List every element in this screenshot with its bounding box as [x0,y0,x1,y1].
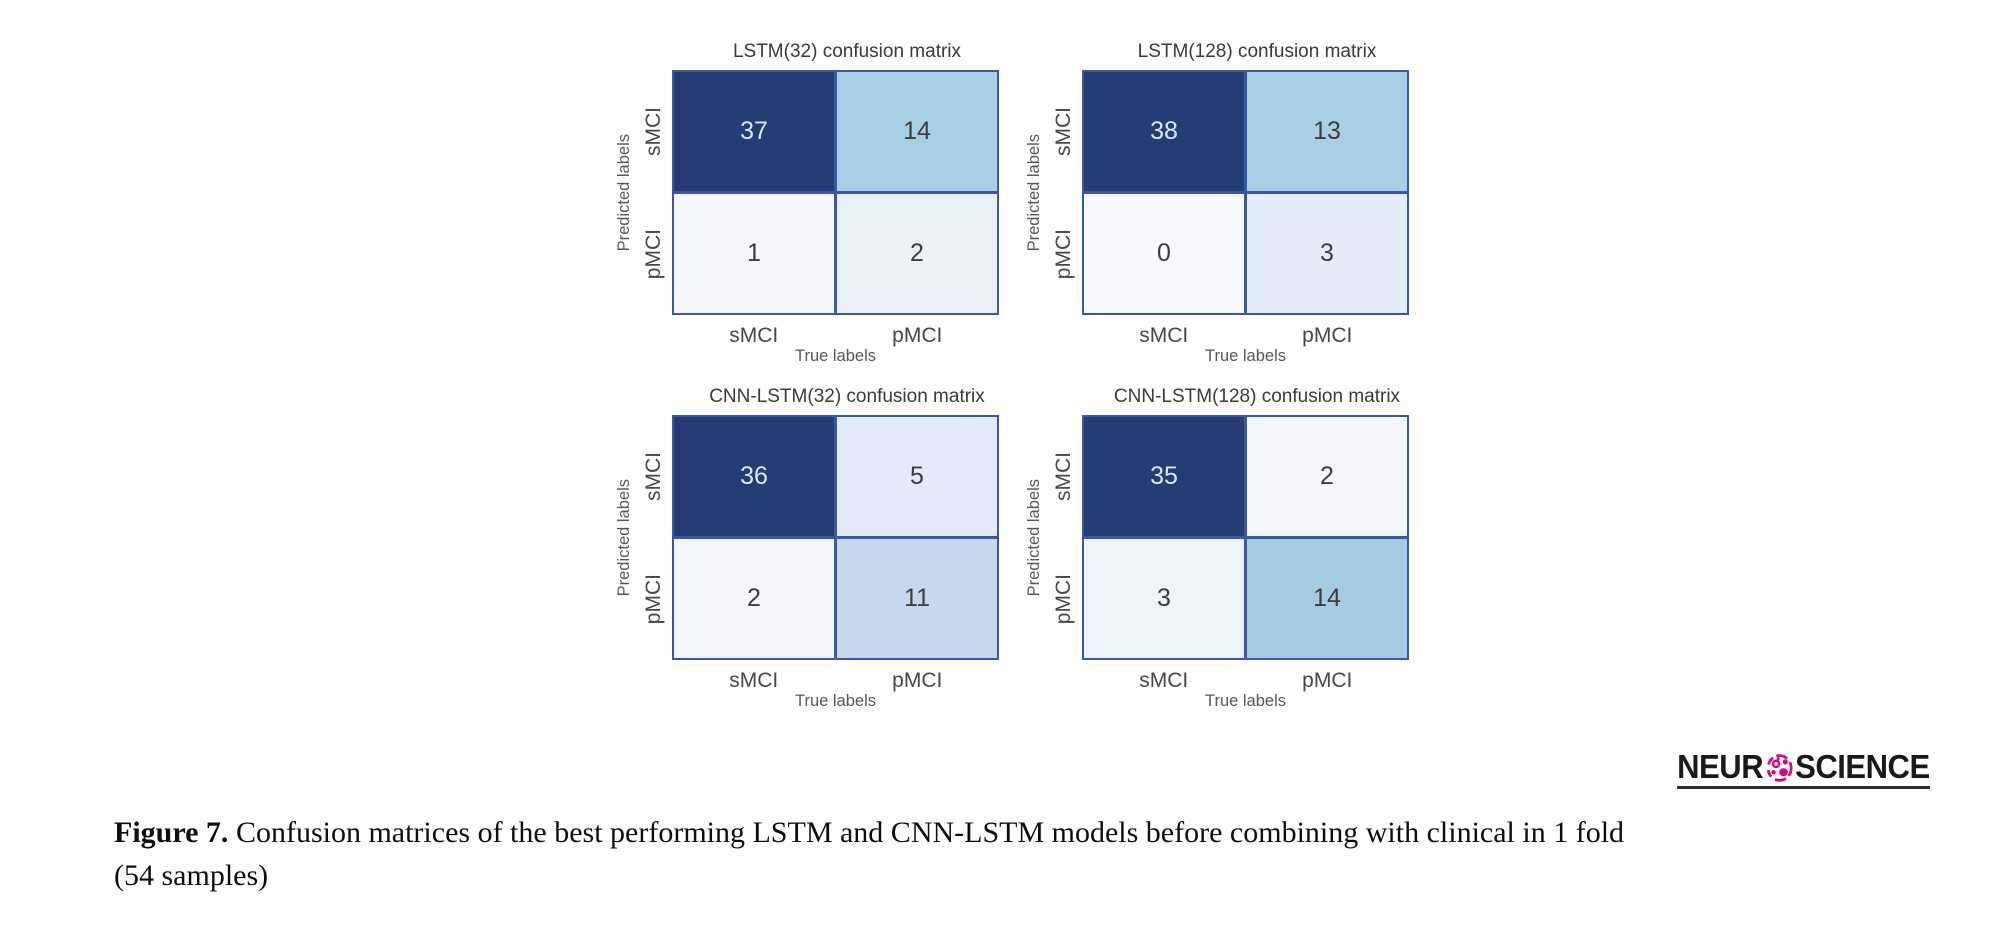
confusion-matrix-lstm128: LSTM(128) confusion matrix Predicted lab… [1022,36,1432,369]
caption-label: Figure 7. [114,816,229,849]
plot-title: LSTM(32) confusion matrix [732,41,962,62]
x-ticks: sMCI pMCI [1082,315,1409,347]
y-axis-label-text: Predicted labels [614,133,633,252]
cell-pred-pmci-true-pmci: 3 [1247,194,1407,313]
x-ticks: sMCI pMCI [672,660,999,692]
y-axis-label: Predicted labels [612,70,636,315]
cell-pred-smci-true-pmci: 13 [1247,72,1407,191]
cell-pred-pmci-true-smci: 3 [1084,539,1244,658]
y-tick-label: pMCI [642,573,665,624]
y-tick-pmci: pMCI [1046,538,1082,661]
x-tick-smci: sMCI [1139,324,1189,347]
y-tick-label: pMCI [1052,573,1075,624]
plot-title: LSTM(128) confusion matrix [1137,41,1377,62]
y-tick-label: sMCI [1052,106,1075,156]
x-tick-pmci: pMCI [1302,324,1353,347]
y-axis-label-text: Predicted labels [1024,478,1043,597]
y-axis-label-text: Predicted labels [1024,133,1043,252]
y-tick-label: sMCI [642,106,665,156]
y-tick-smci: sMCI [636,70,672,193]
y-tick-label: pMCI [1052,228,1075,279]
x-tick-pmci: pMCI [1302,669,1353,692]
logo-text-right: SCIENCE [1795,748,1930,785]
y-ticks: sMCI pMCI [636,415,672,660]
x-axis-label: True labels [1204,347,1286,365]
plot-title: CNN-LSTM(128) confusion matrix [1113,386,1401,407]
confusion-matrix-cnn-lstm32: CNN-LSTM(32) confusion matrix Predicted … [612,381,1022,714]
cell-pred-pmci-true-pmci: 11 [837,539,997,658]
y-axis-label: Predicted labels [612,415,636,660]
figure-caption: Figure 7. Confusion matrices of the best… [114,812,1944,898]
cell-pred-smci-true-pmci: 2 [1247,417,1407,536]
cell-icon [1766,753,1793,782]
x-ticks: sMCI pMCI [672,315,999,347]
confusion-matrix-cnn-lstm128: CNN-LSTM(128) confusion matrix Predicted… [1022,381,1432,714]
logo-text-left: NEUR [1677,748,1764,785]
x-tick-smci: sMCI [729,324,779,347]
confusion-matrix-lstm32: LSTM(32) confusion matrix Predicted labe… [612,36,1022,369]
cell-pred-smci-true-smci: 38 [1084,72,1244,191]
cell-pred-pmci-true-pmci: 14 [1247,539,1407,658]
cell-pred-pmci-true-smci: 0 [1084,194,1244,313]
y-tick-pmci: pMCI [636,193,672,316]
y-axis-label: Predicted labels [1022,70,1046,315]
neuroscience-journal-logo: NEUR SCIENCE [1677,750,1930,789]
caption-line-1: Figure 7. Confusion matrices of the best… [114,812,1944,855]
heatmap-grid: 36 5 2 11 [672,415,999,660]
cell-pred-pmci-true-pmci: 2 [837,194,997,313]
cell-pred-smci-true-smci: 36 [674,417,834,536]
cell-pred-pmci-true-smci: 1 [674,194,834,313]
y-axis-label: Predicted labels [1022,415,1046,660]
plot-title: CNN-LSTM(32) confusion matrix [709,386,985,407]
cell-pred-smci-true-smci: 37 [674,72,834,191]
figure-plots-grid: LSTM(32) confusion matrix Predicted labe… [612,36,1432,714]
heatmap-grid: 37 14 1 2 [672,70,999,315]
cell-pred-smci-true-pmci: 14 [837,72,997,191]
x-tick-smci: sMCI [1139,669,1189,692]
x-axis-label: True labels [794,692,876,710]
y-ticks: sMCI pMCI [1046,415,1082,660]
x-tick-pmci: pMCI [892,324,943,347]
y-tick-smci: sMCI [636,415,672,538]
cell-pred-pmci-true-smci: 2 [674,539,834,658]
y-tick-pmci: pMCI [636,538,672,661]
x-tick-smci: sMCI [729,669,779,692]
cell-pred-smci-true-smci: 35 [1084,417,1244,536]
heatmap-grid: 35 2 3 14 [1082,415,1409,660]
caption-text: Confusion matrices of the best performin… [228,816,1625,849]
y-tick-pmci: pMCI [1046,193,1082,316]
y-tick-label: sMCI [642,451,665,501]
cell-pred-smci-true-pmci: 5 [837,417,997,536]
x-tick-pmci: pMCI [892,669,943,692]
y-ticks: sMCI pMCI [636,70,672,315]
y-tick-smci: sMCI [1046,415,1082,538]
x-ticks: sMCI pMCI [1082,660,1409,692]
y-tick-smci: sMCI [1046,70,1082,193]
y-tick-label: sMCI [1052,451,1075,501]
y-tick-label: pMCI [642,228,665,279]
y-axis-label-text: Predicted labels [614,478,633,597]
y-ticks: sMCI pMCI [1046,70,1082,315]
heatmap-grid: 38 13 0 3 [1082,70,1409,315]
caption-line-2: (54 samples) [114,858,269,892]
x-axis-label: True labels [794,347,876,365]
x-axis-label: True labels [1204,692,1286,710]
